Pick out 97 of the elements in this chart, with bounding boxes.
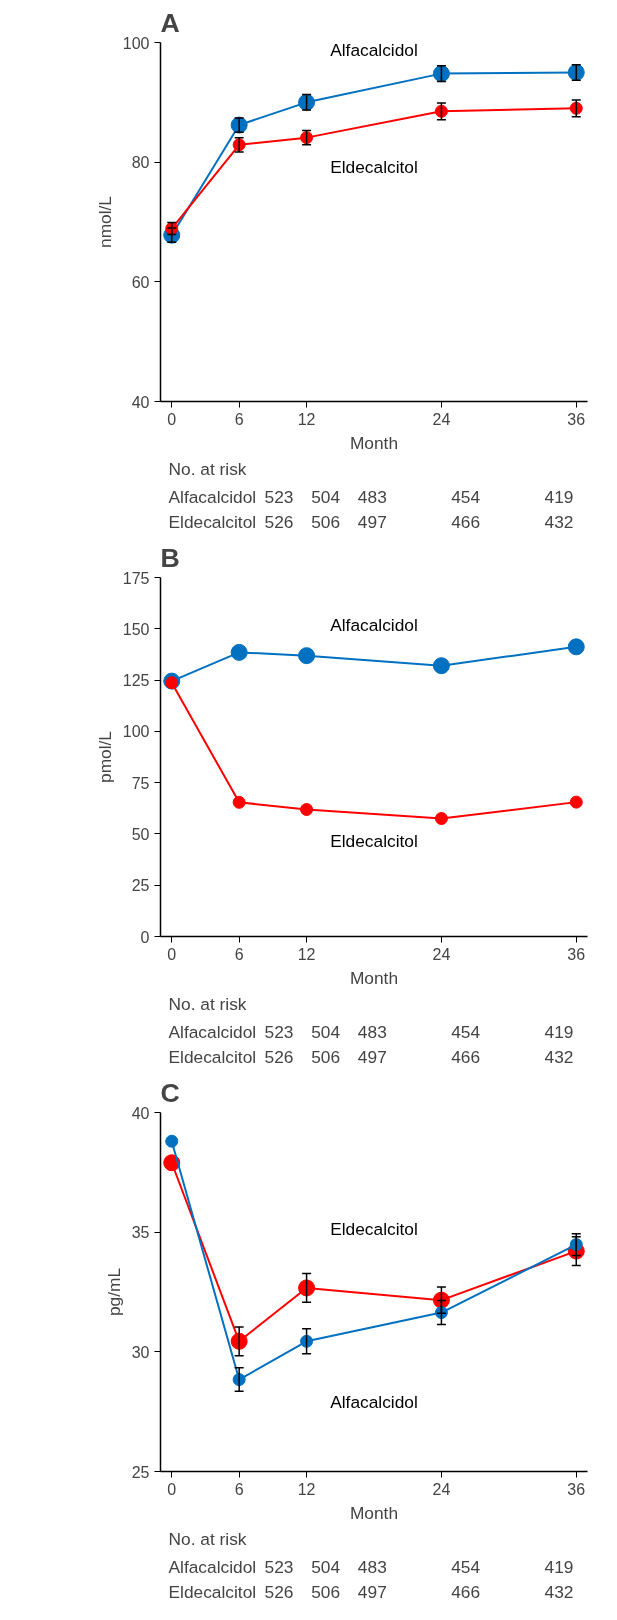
point xyxy=(300,803,314,816)
x-axis-title: Month xyxy=(349,967,399,988)
text: 419 xyxy=(544,1021,574,1042)
text: 432 xyxy=(544,512,574,533)
x-tick-label: 36 xyxy=(567,1480,586,1498)
text: 506 xyxy=(311,1582,341,1603)
text: 419 xyxy=(544,1556,574,1577)
chart-title: B xyxy=(160,542,180,573)
point xyxy=(567,638,585,656)
text: 454 xyxy=(451,1556,481,1577)
x-axis-title: Month xyxy=(349,432,399,453)
y-tick-label: 35 xyxy=(131,1224,150,1242)
y-tick-label: 0 xyxy=(140,928,150,946)
text: 483 xyxy=(357,486,387,507)
text: 483 xyxy=(357,1556,387,1577)
x-tick-label: 6 xyxy=(234,1480,244,1498)
y-tick-label: 175 xyxy=(122,569,150,587)
point xyxy=(230,643,248,661)
y-tick-label: 40 xyxy=(131,1104,150,1122)
text: Alfacalcidol xyxy=(168,1556,257,1577)
y-tick-label: 150 xyxy=(122,620,150,638)
text: 466 xyxy=(451,512,481,533)
point xyxy=(165,676,179,690)
x-tick-label: 6 xyxy=(234,410,244,428)
text: 523 xyxy=(264,1556,294,1577)
text: 497 xyxy=(357,1582,387,1603)
point xyxy=(298,647,316,665)
point xyxy=(432,657,450,675)
text: 526 xyxy=(264,512,294,533)
x-tick-label: 0 xyxy=(167,410,177,428)
x-axis-title: Month xyxy=(349,1502,399,1523)
point xyxy=(569,795,583,809)
point xyxy=(165,1134,179,1148)
y-tick-label: 25 xyxy=(131,1463,150,1481)
y-tick-label: 125 xyxy=(122,672,150,690)
text: No. at risk xyxy=(168,1528,247,1549)
text: 483 xyxy=(357,1021,387,1042)
text: No. at risk xyxy=(168,458,247,479)
y-tick-label: 80 xyxy=(131,154,150,172)
text: 523 xyxy=(264,1021,294,1042)
text: 497 xyxy=(357,512,387,533)
text: 526 xyxy=(264,1047,294,1068)
chart-title: C xyxy=(160,1077,180,1108)
text: 454 xyxy=(451,486,481,507)
x-tick-label: 0 xyxy=(167,1480,177,1498)
y-axis-title: pmol/L xyxy=(94,730,115,783)
y-tick-label: 75 xyxy=(131,774,150,792)
x-tick-label: 24 xyxy=(432,1480,451,1498)
text: 506 xyxy=(311,512,341,533)
y-tick-label: 50 xyxy=(131,825,150,843)
text: 419 xyxy=(544,486,574,507)
y-tick-label: 60 xyxy=(131,273,150,291)
point xyxy=(434,812,448,826)
y-tick-label: 100 xyxy=(122,723,150,741)
x-tick-label: 24 xyxy=(432,410,451,428)
text: 506 xyxy=(311,1047,341,1068)
text: 526 xyxy=(264,1582,294,1603)
text: 523 xyxy=(264,486,294,507)
point xyxy=(232,795,246,809)
series-label: Eldecalcitol xyxy=(330,830,418,851)
series-label: Eldecalcitol xyxy=(330,156,418,177)
text: Eldecalcitol xyxy=(168,1047,257,1068)
text: 497 xyxy=(357,1047,387,1068)
text: Alfacalcidol xyxy=(330,1391,418,1412)
x-tick-label: 12 xyxy=(297,410,316,428)
text: Alfacalcidol xyxy=(168,486,257,507)
series-label: Alfacalcidol xyxy=(330,614,418,635)
text: Eldecalcitol xyxy=(168,1582,257,1603)
x-tick-label: 12 xyxy=(297,945,316,963)
x-tick-label: 36 xyxy=(567,410,586,428)
text: 466 xyxy=(451,1047,481,1068)
text: Eldecalcitol xyxy=(330,1219,418,1240)
text: 504 xyxy=(311,486,341,507)
text: 504 xyxy=(311,1021,341,1042)
x-tick-label: 12 xyxy=(297,1480,316,1498)
point xyxy=(163,1154,181,1172)
y-tick-label: 100 xyxy=(122,34,150,52)
x-tick-label: 36 xyxy=(567,945,586,963)
point xyxy=(298,1279,316,1297)
text: 432 xyxy=(544,1047,574,1068)
text: 504 xyxy=(311,1556,341,1577)
text: Alfacalcidol xyxy=(168,1021,257,1042)
x-tick-label: 0 xyxy=(167,945,177,963)
y-axis-title: nmol/L xyxy=(94,195,115,248)
x-tick-label: 6 xyxy=(234,945,244,963)
text: 466 xyxy=(451,1582,481,1603)
text: 454 xyxy=(451,1021,481,1042)
x-tick-label: 24 xyxy=(432,945,451,963)
y-tick-label: 25 xyxy=(131,877,150,895)
y-tick-label: 40 xyxy=(131,393,150,411)
y-tick-label: 30 xyxy=(131,1343,150,1361)
text: Eldecalcitol xyxy=(168,512,257,533)
text: 432 xyxy=(544,1582,574,1603)
y-axis-title: pg/mL xyxy=(103,1267,124,1317)
chart-title: A xyxy=(160,7,180,38)
series-label: Alfacalcidol xyxy=(330,40,418,61)
text: No. at risk xyxy=(168,993,247,1014)
